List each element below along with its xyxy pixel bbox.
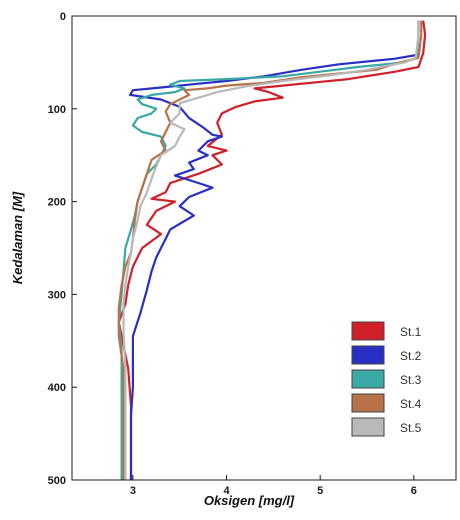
- x-tick-label: 4: [223, 485, 230, 497]
- legend: St.1 St.2 St.3 St.4 St.5: [351, 321, 422, 437]
- series-line-st1: [117, 20, 427, 480]
- series-line-st5: [122, 20, 420, 480]
- y-tick-label: 500: [48, 475, 66, 487]
- legend-swatch: [351, 369, 385, 389]
- legend-label: St.5: [400, 421, 422, 435]
- y-tick-label: 100: [48, 104, 66, 116]
- plot-frame: [71, 15, 457, 481]
- legend-label: St.3: [400, 373, 422, 387]
- legend-swatch: [351, 393, 385, 413]
- x-tick-label: 3: [130, 485, 136, 497]
- y-tick-label: 400: [48, 382, 66, 394]
- series-layer: [117, 20, 427, 480]
- legend-label: St.4: [400, 397, 422, 411]
- y-tick-label: 300: [48, 289, 66, 301]
- x-tick-label: 5: [317, 485, 323, 497]
- legend-label: St.1: [400, 325, 422, 339]
- y-tick-label: 0: [60, 11, 66, 23]
- y-tick-label: 200: [48, 197, 66, 209]
- x-tick-label: 6: [411, 485, 417, 497]
- y-axis-title: Kedalaman [M]: [10, 191, 25, 284]
- legend-swatch: [351, 417, 385, 437]
- legend-swatch: [351, 321, 385, 341]
- legend-label: St.2: [400, 349, 422, 363]
- x-axis-title: Oksigen [mg/l]: [204, 493, 295, 508]
- legend-swatch: [351, 345, 385, 365]
- ticks-layer: 3 4 5 6 0 100 200 300 400 500: [48, 11, 417, 497]
